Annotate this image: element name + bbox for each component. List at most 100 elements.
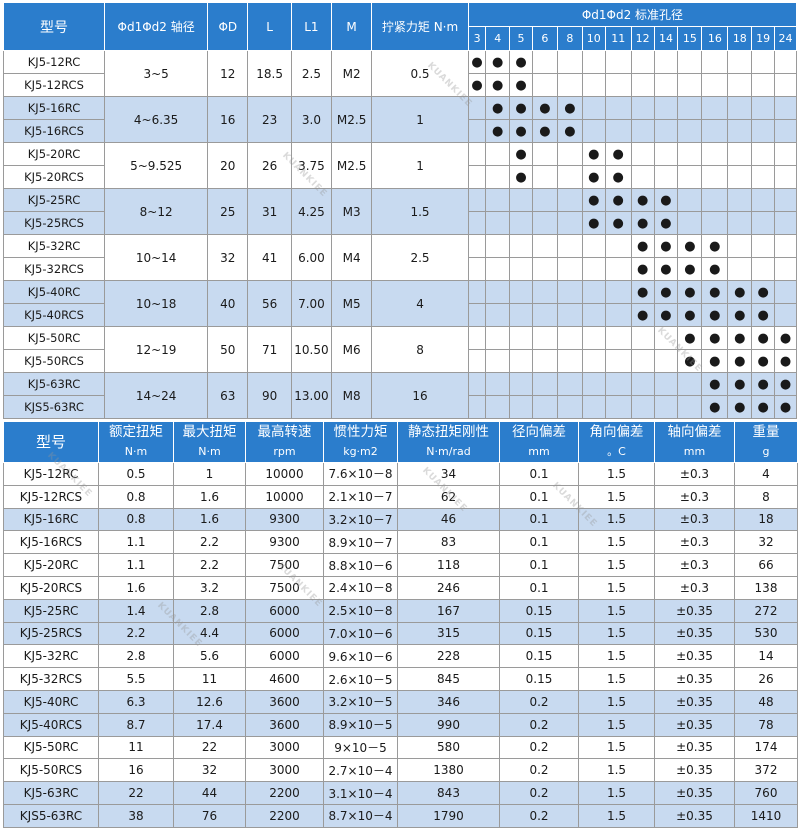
bore-available-dot: ● <box>467 73 487 97</box>
value-cell: 5.6 <box>173 644 246 669</box>
bore-empty-cell <box>701 96 729 120</box>
perf-header-unit: mm <box>683 445 706 458</box>
bore-table-row: KJ5-16RCS ● ● ● ● <box>2 119 797 143</box>
value-cell: 2.8 <box>98 644 174 669</box>
bore-available-dot: ● <box>581 165 606 189</box>
value-cell: 9.6×10－6 <box>323 644 398 669</box>
model-cell: KJ5-25RCS <box>3 621 99 646</box>
value-cell: 62 <box>397 484 500 509</box>
bore-header-19: 19 <box>751 26 776 51</box>
perf-header-label: 重量 <box>752 424 780 440</box>
l-cell: 41 <box>247 234 292 281</box>
header-model: 型号 <box>2 2 106 51</box>
value-cell: 66 <box>734 553 798 577</box>
perf-table-row: KJ5-50RCS 16 32 3000 2.7×10－4 1380 0.2 1.5 ±0.35… <box>3 758 798 783</box>
bore-empty-cell <box>604 96 632 120</box>
perf-table-row: KJS5-63RC 38 76 2200 8.7×10－4 1790 0.2 1.5 ±0.35… <box>3 803 798 828</box>
bore-table-row: KJ5-63RC 14~24 63 90 13.00 M8 16 ● ● ● ● <box>2 372 797 419</box>
bore-empty-cell <box>556 188 583 212</box>
bore-empty-cell <box>604 303 632 327</box>
model-cell: KJ5-20RC <box>2 142 106 166</box>
bore-empty-cell <box>727 119 753 143</box>
l-cell: 26 <box>247 142 292 189</box>
bore-available-dot: ● <box>581 211 606 235</box>
model-cell: KJ5-50RC <box>2 326 106 350</box>
value-cell: 0.2 <box>499 781 579 805</box>
value-cell: 1.5 <box>578 530 655 555</box>
bore-header-8: 8 <box>556 26 583 51</box>
bore-empty-cell <box>653 395 679 419</box>
perf-table-row: KJ5-16RC 0.8 1.6 9300 3.2×10－7 46 0.1 1.5 ±0.3 18 <box>3 507 798 532</box>
bore-empty-cell <box>485 349 511 373</box>
model-cell: KJ5-20RC <box>3 553 99 577</box>
bore-empty-cell <box>774 96 797 120</box>
bore-empty-cell <box>701 165 729 189</box>
bore-empty-cell <box>751 165 776 189</box>
perf-header-unit: N·m <box>124 445 148 458</box>
bore-empty-cell <box>630 395 655 419</box>
bore-empty-cell <box>751 257 776 281</box>
bore-available-dot: ● <box>677 349 703 373</box>
value-cell: 6.3 <box>98 689 174 714</box>
bore-empty-cell <box>556 142 583 166</box>
bore-header-4: 4 <box>485 26 511 51</box>
bore-empty-cell <box>630 372 655 396</box>
perf-header-label: 静态扭矩刚性 <box>408 424 489 440</box>
bore-available-dot: ● <box>727 303 753 327</box>
value-cell: 44 <box>173 781 246 805</box>
bore-empty-cell <box>604 372 632 396</box>
bore-available-dot: ● <box>467 50 487 74</box>
value-cell: 2.2 <box>98 621 174 646</box>
bore-empty-cell <box>509 349 533 373</box>
bore-empty-cell <box>467 257 487 281</box>
perf-table-row: KJ5-25RC 1.4 2.8 6000 2.5×10－8 167 0.15 1.5 ±0.3… <box>3 598 798 623</box>
value-cell: 16 <box>98 758 174 783</box>
bore-available-dot: ● <box>604 188 632 212</box>
bore-empty-cell <box>531 372 558 396</box>
bore-empty-cell <box>467 280 487 304</box>
value-cell: 2.7×10－4 <box>323 758 398 783</box>
value-cell: 4.4 <box>173 621 246 646</box>
value-cell: 760 <box>734 781 798 805</box>
bore-empty-cell <box>531 165 558 189</box>
bore-available-dot: ● <box>727 326 753 350</box>
value-cell: 1.5 <box>578 735 655 760</box>
bore-available-dot: ● <box>581 142 606 166</box>
bore-empty-cell <box>604 73 632 97</box>
perf-header-6: 径向偏差 mm <box>499 421 579 463</box>
value-cell: 3.2×10－7 <box>323 507 398 532</box>
bore-empty-cell <box>509 234 533 258</box>
bore-empty-cell <box>604 395 632 419</box>
value-cell: ±0.35 <box>654 621 735 646</box>
bore-empty-cell <box>509 211 533 235</box>
value-cell: 9300 <box>245 530 324 555</box>
bore-empty-cell <box>727 234 753 258</box>
bore-empty-cell <box>509 257 533 281</box>
value-cell: 228 <box>397 644 500 669</box>
value-cell: 372 <box>734 758 798 783</box>
bore-available-dot: ● <box>485 119 511 143</box>
bore-empty-cell <box>531 395 558 419</box>
model-cell: KJ5-32RC <box>3 644 99 669</box>
perf-table-row: KJ5-16RCS 1.1 2.2 9300 8.9×10－7 83 0.1 1.5 ±0.3 3… <box>3 530 798 555</box>
bore-empty-cell <box>581 280 606 304</box>
bore-empty-cell <box>604 119 632 143</box>
model-cell: KJ5-16RCS <box>3 530 99 555</box>
value-cell: 1.5 <box>578 644 655 669</box>
torque-cell: 0.5 <box>371 50 469 97</box>
m-cell: M2 <box>331 50 373 97</box>
value-cell: 3600 <box>245 689 324 714</box>
value-cell: 1.5 <box>578 689 655 714</box>
value-cell: 6000 <box>245 598 324 623</box>
value-cell: 118 <box>397 553 500 577</box>
value-cell: ±0.3 <box>654 530 735 555</box>
perf-header-0: 型号 <box>3 421 99 463</box>
bore-table-row: KJ5-25RC 8~12 25 31 4.25 M3 1.5 ● ● ● ● <box>2 188 797 235</box>
value-cell: 2200 <box>245 781 324 805</box>
bore-empty-cell <box>630 73 655 97</box>
bore-empty-cell <box>581 395 606 419</box>
od-cell: 50 <box>207 326 249 373</box>
value-cell: 0.5 <box>98 462 174 486</box>
bore-empty-cell <box>531 188 558 212</box>
bore-available-dot: ● <box>701 349 729 373</box>
